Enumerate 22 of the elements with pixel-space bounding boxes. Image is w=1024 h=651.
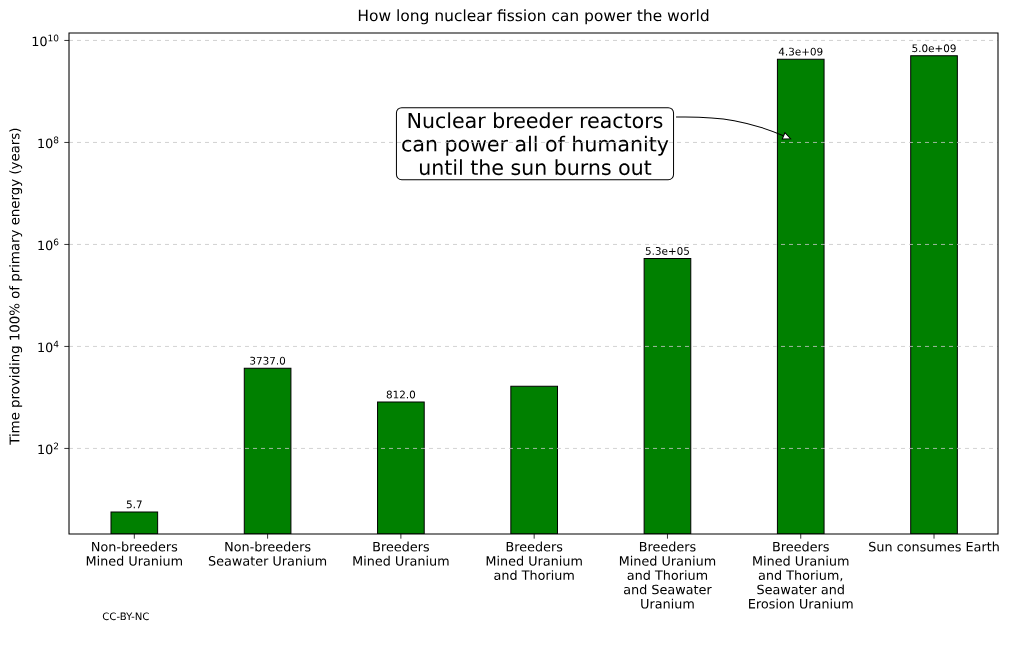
y-tick-label: 10$^{6}$ (38, 238, 59, 251)
data-label: 4.3e+09 (778, 47, 823, 56)
x-tick-label: Breeders Mined Uranium and Thorium, Seawater and Erosion Uranium (749, 541, 853, 609)
y-tick-label: 10$^{4}$ (38, 340, 59, 353)
text: CC-BY-NC (102, 612, 149, 621)
data-label: 5.7 (126, 500, 142, 509)
y-axis-title: Time providing 100% of primary energy (years) (9, 128, 23, 445)
data-label: 812.0 (386, 390, 416, 399)
data-label: 3737.0 (250, 356, 286, 365)
x-tick-label: Non-breeders Mined Uranium (86, 541, 182, 566)
data-label: 5.0e+09 (912, 44, 956, 53)
x-tick-label: Breeders Mined Uranium and Thorium (486, 541, 582, 581)
y-tick-label: 10$^{8}$ (38, 136, 59, 149)
y-tick-label: 10$^{2}$ (38, 442, 59, 455)
y-tick-label: 10$^{10}$ (32, 34, 59, 47)
x-tick-label: Breeders Mined Uranium (353, 541, 449, 566)
data-label: 5.3e+05 (645, 247, 689, 255)
x-tick-label: Non-breeders Seawater Uranium (208, 541, 327, 566)
x-tick-label: Sun consumes Earth (869, 541, 999, 552)
annotation: Nuclear breeder reactors can power all of humanity until the sun burns out (402, 112, 669, 176)
x-tick-label: Breeders Mined Uranium and Thorium and Seawater Uranium (619, 541, 716, 609)
chart-title: How long nuclear fission can power the world (358, 9, 709, 25)
